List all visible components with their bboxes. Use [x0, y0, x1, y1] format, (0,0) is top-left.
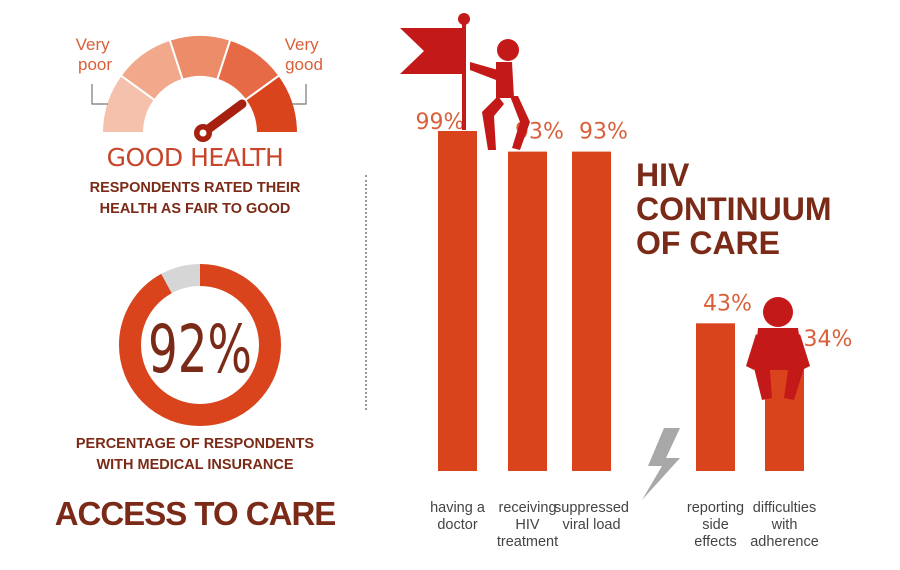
- divider: [365, 175, 367, 410]
- gauge-label-left: Very poor: [76, 35, 115, 74]
- gauge-label-right: Very good: [285, 35, 324, 74]
- gauge-segment: [243, 74, 300, 134]
- category-label: reporting side effects: [687, 500, 744, 550]
- gauge-bracket-left: [91, 84, 108, 105]
- access-to-care-title: ACCESS TO CARE: [54, 495, 337, 532]
- value-label: 93%: [579, 120, 628, 145]
- bar-3: [572, 151, 611, 471]
- health-caption: RESPONDENTS RATED THEIR HEALTH AS FAIR T…: [89, 180, 301, 217]
- bar-2: [508, 151, 547, 471]
- needle-icon: [194, 99, 247, 142]
- insurance-donut: 92%: [119, 264, 281, 426]
- gauge-segments: [100, 34, 300, 134]
- category-label: receiving HIV treatment: [497, 500, 558, 550]
- category-label: difficulties with adherence: [750, 500, 819, 550]
- insurance-value: 92%: [148, 311, 252, 388]
- value-label: 99%: [416, 110, 465, 135]
- insurance-caption: PERCENTAGE OF RESPONDENTS WITH MEDICAL I…: [75, 436, 315, 473]
- bar-1: [438, 131, 477, 471]
- continuum-chart: 99% having a doctor 93% receiving HIV treatmen…: [400, 13, 853, 550]
- good-health-title: GOOD HEALTH: [106, 143, 284, 172]
- gauge-bracket-right: [292, 84, 307, 105]
- value-label: 34%: [804, 327, 853, 352]
- sitting-figure-icon: [746, 297, 810, 400]
- flag-climber-icon: [400, 13, 530, 150]
- category-label: having a doctor: [430, 500, 486, 533]
- health-gauge: Very poor Very good: [76, 34, 324, 142]
- value-label: 43%: [703, 291, 752, 316]
- lightning-bolt-icon: [642, 428, 680, 500]
- donut-fill: [119, 264, 281, 426]
- bar-4: [696, 323, 735, 471]
- chart-title: HIV CONTINUUM OF CARE: [636, 157, 832, 261]
- category-label: suppressed viral load: [554, 500, 629, 533]
